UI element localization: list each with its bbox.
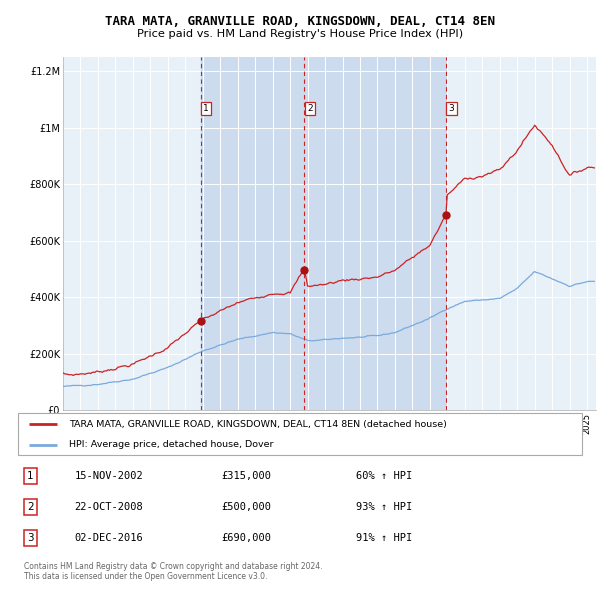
Text: Price paid vs. HM Land Registry's House Price Index (HPI): Price paid vs. HM Land Registry's House … [137,29,463,39]
Text: 02-DEC-2016: 02-DEC-2016 [74,533,143,543]
Text: 3: 3 [449,104,454,113]
Text: £690,000: £690,000 [221,533,271,543]
Bar [200,57,446,410]
Text: 60% ↑ HPI: 60% ↑ HPI [356,471,413,481]
Text: 2: 2 [27,502,34,512]
Text: £500,000: £500,000 [221,502,271,512]
Text: 22-OCT-2008: 22-OCT-2008 [74,502,143,512]
Text: 1: 1 [203,104,209,113]
Text: TARA MATA, GRANVILLE ROAD, KINGSDOWN, DEAL, CT14 8EN (detached house): TARA MATA, GRANVILLE ROAD, KINGSDOWN, DE… [69,420,446,429]
Text: £315,000: £315,000 [221,471,271,481]
Text: 2: 2 [307,104,313,113]
Text: 15-NOV-2002: 15-NOV-2002 [74,471,143,481]
Text: 1: 1 [27,471,34,481]
Text: 3: 3 [27,533,34,543]
Text: TARA MATA, GRANVILLE ROAD, KINGSDOWN, DEAL, CT14 8EN: TARA MATA, GRANVILLE ROAD, KINGSDOWN, DE… [105,15,495,28]
Text: HPI: Average price, detached house, Dover: HPI: Average price, detached house, Dove… [69,440,273,450]
Text: 93% ↑ HPI: 93% ↑ HPI [356,502,413,512]
Text: 91% ↑ HPI: 91% ↑ HPI [356,533,413,543]
Text: Contains HM Land Registry data © Crown copyright and database right 2024.: Contains HM Land Registry data © Crown c… [24,562,323,571]
Text: This data is licensed under the Open Government Licence v3.0.: This data is licensed under the Open Gov… [24,572,268,581]
